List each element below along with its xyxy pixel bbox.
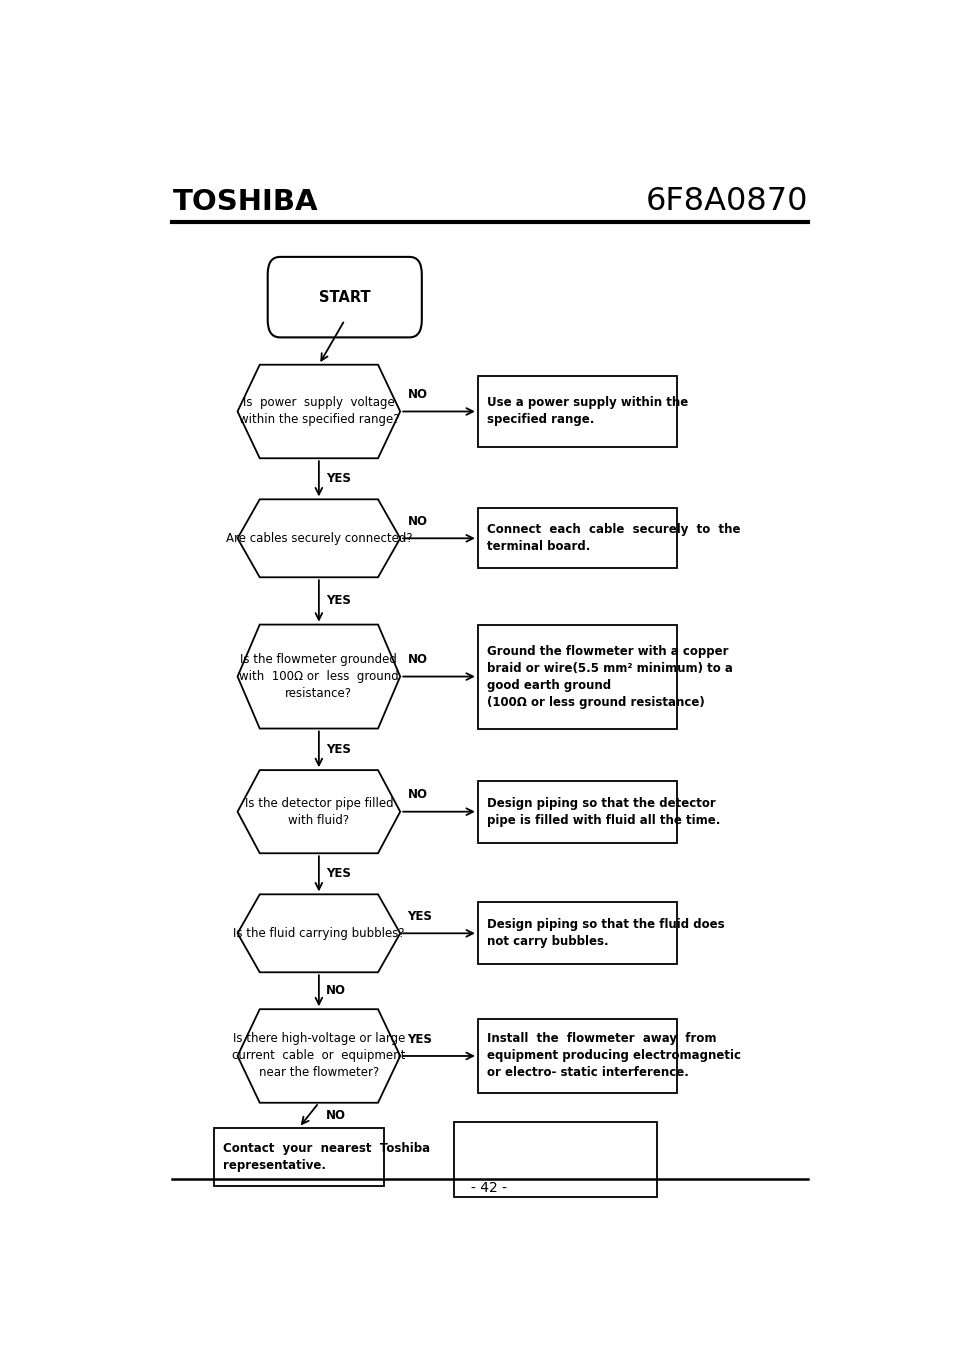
Bar: [454, 1122, 657, 1197]
Text: YES: YES: [407, 910, 432, 923]
Text: NO: NO: [326, 1108, 346, 1122]
Text: NO: NO: [407, 653, 427, 666]
Text: Contact  your  nearest  Toshiba
representative.: Contact your nearest Toshiba representat…: [222, 1142, 430, 1172]
Text: Install  the  flowmeter  away  from
equipment producing electromagnetic
or elect: Install the flowmeter away from equipmen…: [486, 1033, 740, 1080]
Text: Use a power supply within the
specified range.: Use a power supply within the specified …: [486, 397, 687, 427]
Bar: [477, 902, 677, 964]
Text: NO: NO: [407, 387, 427, 401]
Text: - 42 -: - 42 -: [471, 1181, 506, 1195]
Text: START: START: [318, 290, 370, 305]
Text: YES: YES: [326, 743, 351, 756]
Text: NO: NO: [407, 514, 427, 528]
Text: NO: NO: [407, 788, 427, 802]
Text: Design piping so that the fluid does
not carry bubbles.: Design piping so that the fluid does not…: [486, 918, 723, 948]
Text: Are cables securely connected?: Are cables securely connected?: [225, 532, 412, 545]
Text: Design piping so that the detector
pipe is filled with fluid all the time.: Design piping so that the detector pipe …: [486, 796, 720, 826]
Text: TOSHIBA: TOSHIBA: [172, 188, 317, 216]
Bar: [477, 377, 677, 447]
Text: Is the flowmeter grounded
with  100Ω or  less  ground
resistance?: Is the flowmeter grounded with 100Ω or l…: [239, 653, 398, 701]
Text: YES: YES: [326, 472, 351, 485]
Text: Is  power  supply  voltage
within the specified range?: Is power supply voltage within the speci…: [238, 397, 398, 427]
Bar: [477, 780, 677, 842]
Text: Is the detector pipe filled
with fluid?: Is the detector pipe filled with fluid?: [244, 796, 393, 826]
Bar: [477, 508, 677, 568]
Text: YES: YES: [407, 1033, 432, 1046]
Bar: [213, 1127, 383, 1185]
Text: NO: NO: [326, 984, 346, 998]
Text: 6F8A0870: 6F8A0870: [645, 186, 807, 217]
Text: YES: YES: [326, 594, 351, 608]
Text: Connect  each  cable  securely  to  the
terminal board.: Connect each cable securely to the termi…: [486, 524, 740, 554]
Text: Is there high-voltage or large
current  cable  or  equipment
near the flowmeter?: Is there high-voltage or large current c…: [232, 1033, 405, 1080]
Bar: [477, 625, 677, 729]
Bar: [477, 1018, 677, 1094]
Text: YES: YES: [326, 867, 351, 880]
Text: Is the fluid carrying bubbles?: Is the fluid carrying bubbles?: [233, 927, 404, 940]
Text: Ground the flowmeter with a copper
braid or wire(5.5 mm² minimum) to a
good eart: Ground the flowmeter with a copper braid…: [486, 644, 732, 709]
